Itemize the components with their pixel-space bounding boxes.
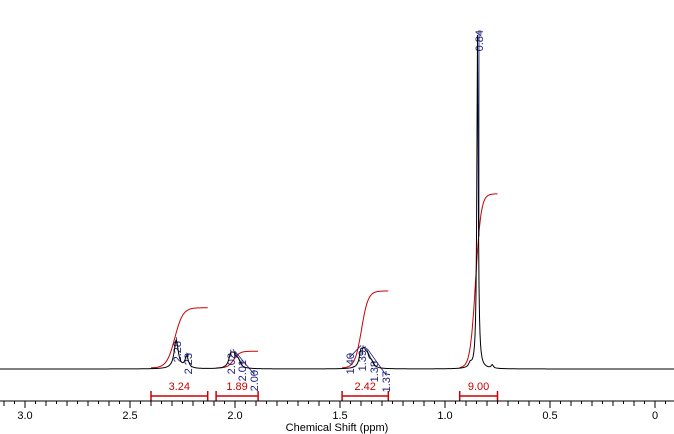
integral-value: 2.42 bbox=[354, 381, 375, 393]
peak-label-leader bbox=[186, 352, 189, 358]
x-axis-tick-label: 2.0 bbox=[227, 410, 242, 422]
peak-label-leader bbox=[234, 351, 255, 376]
peak-label: 0.84 bbox=[474, 30, 486, 51]
peak-label-leader bbox=[232, 348, 243, 366]
x-axis-tick-label: 0 bbox=[652, 410, 658, 422]
x-axis-tick-label: 0.5 bbox=[542, 410, 557, 422]
peak-label: 2.01 bbox=[237, 360, 249, 381]
x-axis-tick-label: 1.0 bbox=[437, 410, 452, 422]
spectrum-line bbox=[0, 34, 674, 370]
x-axis: 3.0 2.5 2.0 1.5 1.0 0.5 0 bbox=[0, 400, 674, 422]
peak-label-leader bbox=[349, 345, 362, 359]
x-axis-label: Chemical Shift (ppm) bbox=[286, 422, 389, 434]
peak-label-leader bbox=[366, 348, 387, 377]
peak-label: 1.37 bbox=[381, 371, 393, 392]
integral-value: 9.00 bbox=[468, 381, 489, 393]
integral-curve bbox=[342, 290, 389, 369]
integral-value: 1.89 bbox=[226, 381, 247, 393]
integral-brackets: 3.24 1.89 2.42 9.00 bbox=[150, 381, 499, 401]
peak-label: 1.40 bbox=[345, 353, 357, 374]
integral-curve bbox=[150, 307, 208, 369]
x-axis-tick-label: 1.5 bbox=[332, 410, 347, 422]
integral-curves bbox=[150, 193, 498, 369]
x-axis-tick-label: 2.5 bbox=[122, 410, 137, 422]
x-axis-tick-label: 3.0 bbox=[17, 410, 32, 422]
peak-label: 2.00 bbox=[249, 370, 261, 391]
peak-labels: 2.282.23 2.02 2.01 2.001.40 1.391.38 1.370.84 bbox=[172, 30, 486, 392]
peak-label: 1.38 bbox=[369, 361, 381, 382]
integral-value: 3.24 bbox=[169, 381, 190, 393]
